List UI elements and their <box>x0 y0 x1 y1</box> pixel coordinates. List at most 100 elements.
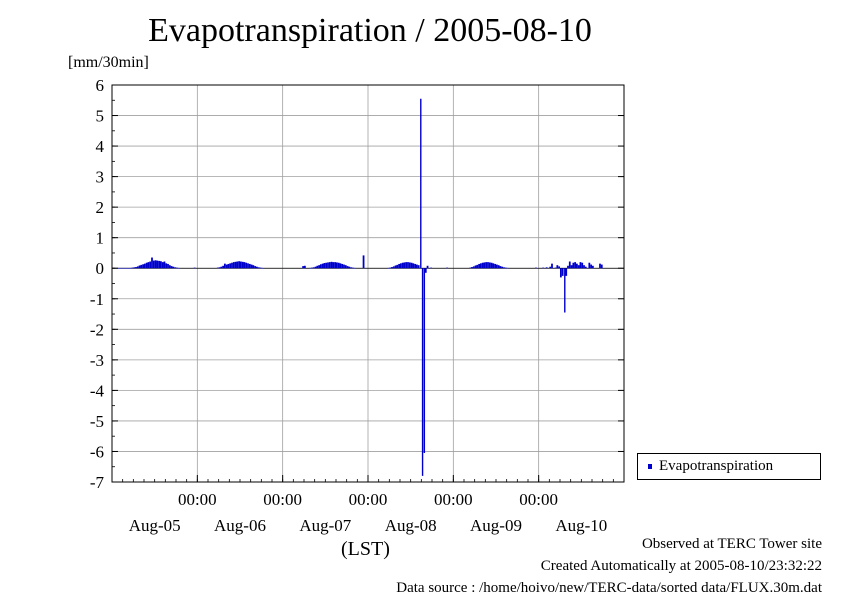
bar <box>343 264 345 269</box>
bar <box>151 257 153 269</box>
bar <box>417 265 420 269</box>
y-tick-label: -4 <box>90 381 105 400</box>
bar <box>124 267 127 269</box>
bar <box>474 265 477 269</box>
legend-label: Evapotranspiration <box>659 458 774 474</box>
bar <box>350 267 352 269</box>
bar <box>558 266 560 269</box>
bar <box>312 267 315 269</box>
bar <box>348 266 351 269</box>
bar <box>318 265 320 269</box>
bar <box>302 266 304 269</box>
bar <box>243 262 246 269</box>
bar <box>336 262 338 269</box>
bar <box>304 265 306 269</box>
bar <box>405 262 408 269</box>
bar <box>135 267 137 269</box>
bar <box>222 265 224 269</box>
bar <box>565 268 568 276</box>
bar <box>241 261 244 269</box>
y-tick-label: -7 <box>90 473 105 492</box>
x-date-label: Aug-08 <box>385 516 437 535</box>
y-tick-label: -6 <box>90 442 104 461</box>
bar <box>140 264 143 269</box>
bar <box>346 266 349 269</box>
x-date-label: Aug-10 <box>555 516 607 535</box>
bar <box>469 267 472 269</box>
bar <box>501 266 504 269</box>
bar <box>122 267 125 269</box>
bar <box>142 264 144 269</box>
bar <box>120 267 123 269</box>
bar <box>152 260 155 269</box>
bar <box>542 267 544 269</box>
bar <box>344 265 347 269</box>
bar <box>167 263 169 269</box>
bar <box>581 262 584 269</box>
bar <box>407 262 409 269</box>
x-date-labels: Aug-05 Aug-06 Aug-07 Aug-08 Aug-09 Aug-10 <box>129 516 608 535</box>
bar <box>579 262 582 269</box>
bar <box>321 263 324 269</box>
bar <box>174 267 176 269</box>
bar <box>193 267 196 269</box>
bar <box>506 267 509 269</box>
bar <box>154 260 157 269</box>
bar <box>549 266 552 269</box>
bar <box>232 262 235 269</box>
bar <box>316 265 319 269</box>
bar <box>330 261 333 269</box>
bar <box>256 266 258 269</box>
bar <box>238 261 240 269</box>
bar <box>412 263 415 269</box>
bar <box>250 264 253 269</box>
bar <box>577 265 580 269</box>
bar <box>416 264 418 269</box>
bar <box>426 265 429 269</box>
y-tick-label: -2 <box>90 320 104 339</box>
bars-layer <box>112 98 603 476</box>
bar <box>247 263 249 269</box>
bar <box>158 260 160 269</box>
bar <box>599 263 601 269</box>
bar <box>216 267 219 269</box>
bar <box>400 263 402 269</box>
x-date-label: Aug-05 <box>129 516 181 535</box>
bar <box>172 266 175 269</box>
bar <box>567 265 569 269</box>
bar <box>248 263 251 269</box>
x-time-label: 00:00 <box>519 490 558 509</box>
bar <box>494 263 496 269</box>
bar <box>545 267 548 269</box>
legend-swatch <box>648 464 652 469</box>
bar <box>584 266 587 269</box>
bar <box>492 263 495 269</box>
bar <box>168 265 171 269</box>
y-tick-label: -5 <box>90 412 104 431</box>
bar <box>535 267 537 269</box>
y-tick-label: -3 <box>90 351 104 370</box>
bar <box>430 267 432 269</box>
bar <box>572 262 575 269</box>
y-tick-label: 1 <box>96 229 105 248</box>
bar <box>328 262 331 269</box>
bar <box>570 265 573 269</box>
bar <box>499 266 502 269</box>
bar <box>487 262 489 269</box>
bar <box>483 262 486 269</box>
bar <box>485 262 488 269</box>
bar <box>341 263 344 269</box>
bar <box>227 263 230 269</box>
bar <box>588 262 591 269</box>
bar <box>147 262 150 269</box>
bar <box>481 262 484 269</box>
bar <box>398 263 400 269</box>
bar <box>410 262 413 269</box>
bar <box>476 264 479 269</box>
bar <box>131 267 134 269</box>
bar <box>327 262 329 269</box>
bar <box>568 261 571 269</box>
bar <box>128 267 130 269</box>
footer-source: Data source : /home/hoivo/new/TERC-data/… <box>396 580 822 596</box>
bar <box>231 262 233 269</box>
